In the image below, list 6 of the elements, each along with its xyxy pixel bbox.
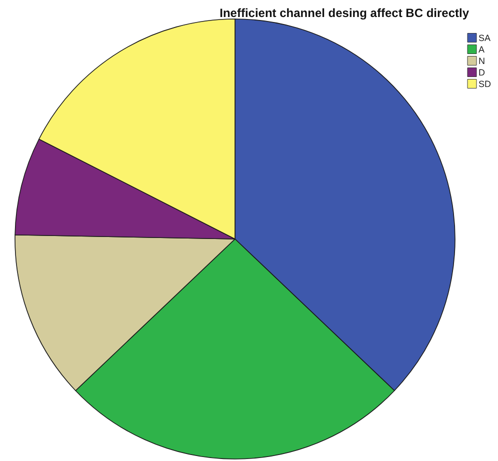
legend-label: SD bbox=[478, 78, 492, 89]
legend-label: A bbox=[478, 44, 485, 54]
legend-label: D bbox=[478, 67, 486, 78]
legend-label: SA bbox=[478, 32, 491, 43]
legend-label: N bbox=[478, 56, 485, 66]
chart-title: Inefficient channel desing affect BC directly bbox=[220, 6, 470, 20]
